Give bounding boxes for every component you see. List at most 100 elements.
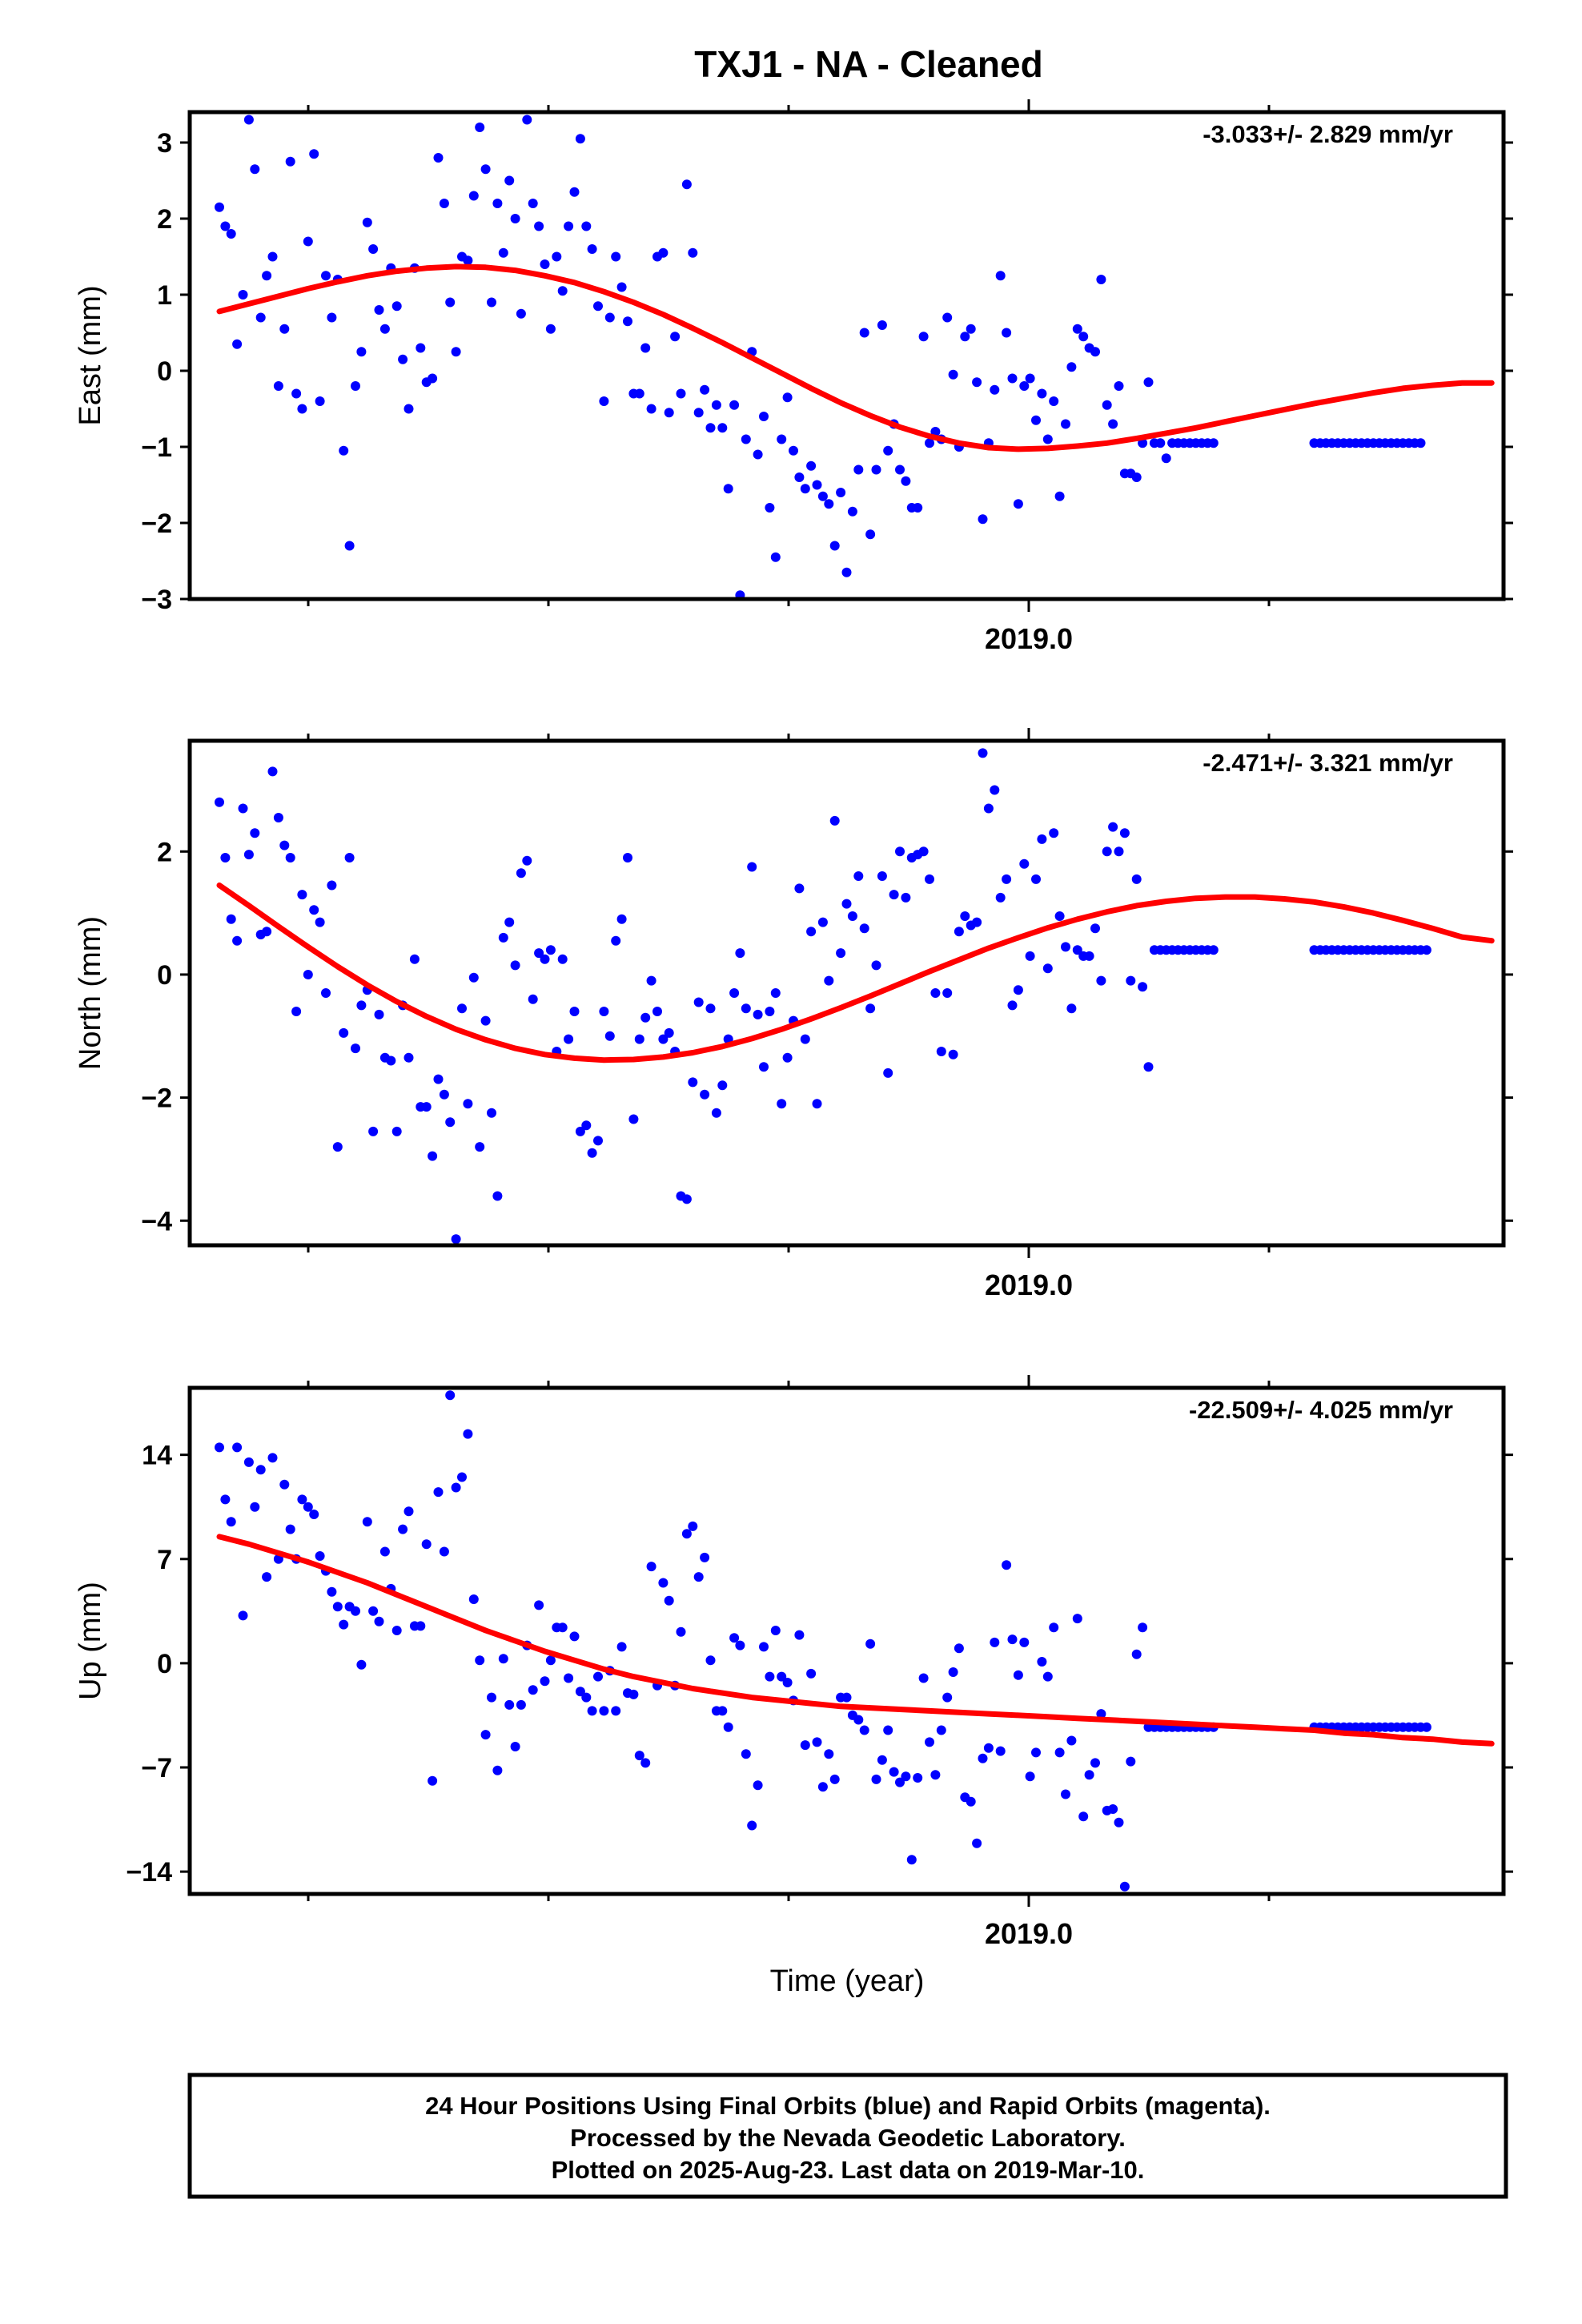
data-point	[391, 1126, 402, 1136]
data-point	[428, 373, 438, 384]
data-point	[344, 853, 355, 862]
data-point	[475, 123, 485, 132]
data-point	[1439, 0, 1449, 5]
data-point	[623, 853, 632, 862]
data-point	[889, 890, 899, 900]
data-point	[794, 883, 805, 894]
data-point	[498, 932, 508, 943]
data-point	[351, 381, 360, 391]
data-point	[930, 988, 941, 998]
data-point	[398, 1524, 408, 1534]
data-point	[232, 339, 243, 349]
data-point	[581, 1120, 592, 1131]
data-point	[930, 427, 941, 436]
data-point	[777, 434, 787, 444]
data-point	[439, 199, 449, 208]
data-point	[664, 408, 674, 418]
data-point	[262, 927, 272, 937]
data-point	[700, 1089, 710, 1100]
data-point	[504, 917, 515, 927]
data-point	[1007, 1634, 1018, 1645]
data-point	[1037, 834, 1047, 844]
data-point	[990, 785, 1000, 795]
data-point	[1464, 0, 1473, 5]
data-point	[829, 815, 840, 826]
data-point	[534, 1600, 544, 1610]
data-point	[226, 914, 236, 924]
data-point	[445, 1117, 456, 1128]
data-point	[327, 312, 337, 323]
data-point	[782, 392, 793, 403]
data-point	[794, 1630, 805, 1640]
plot-area	[215, 0, 1495, 599]
data-point	[765, 1671, 775, 1682]
data-point	[717, 1706, 728, 1716]
data-point	[877, 871, 887, 881]
data-point	[368, 244, 379, 254]
rate-label: -22.509+/- 4.025 mm/yr	[1189, 1396, 1453, 1424]
data-point	[386, 1055, 396, 1066]
data-point	[451, 1482, 461, 1493]
data-point	[1475, 0, 1484, 5]
data-point	[817, 491, 828, 501]
data-point	[948, 369, 958, 380]
data-point	[770, 988, 781, 998]
panel-2: −4 −2 0 2 2019.0 North (mm) -2.471+/- 3.321 mm…	[74, 0, 1513, 1301]
data-point	[255, 312, 266, 323]
data-point	[1464, 0, 1473, 5]
data-point	[616, 1642, 627, 1652]
data-point	[480, 164, 491, 175]
data-point	[379, 324, 390, 334]
data-point	[285, 853, 295, 862]
panel-frame	[187, 1385, 1506, 1896]
data-point	[303, 236, 313, 247]
data-point	[1042, 434, 1053, 444]
x-tick-label: 2019.0	[985, 1269, 1073, 1301]
data-point	[1025, 1771, 1035, 1782]
data-point	[1031, 874, 1041, 884]
data-point	[374, 305, 384, 315]
data-point	[948, 1667, 958, 1677]
data-point	[1061, 419, 1070, 429]
data-point	[428, 1775, 438, 1786]
data-point	[593, 1671, 603, 1682]
data-point	[404, 1052, 414, 1063]
data-point	[463, 1429, 473, 1439]
data-point	[978, 1753, 988, 1763]
data-point	[717, 423, 728, 433]
data-point	[487, 297, 496, 308]
data-point	[836, 488, 846, 497]
data-point	[569, 1007, 580, 1016]
data-point	[564, 1034, 574, 1044]
plot-area	[215, 1390, 1495, 1892]
data-point	[516, 308, 526, 319]
data-point	[859, 923, 869, 934]
data-point	[824, 975, 834, 986]
data-point	[599, 1706, 609, 1716]
data-point	[913, 1773, 923, 1783]
fit-line	[216, 883, 1495, 1063]
data-point	[516, 1699, 526, 1710]
data-point	[368, 1606, 379, 1616]
data-point	[557, 286, 568, 296]
data-point	[1421, 945, 1431, 955]
data-point	[1143, 1062, 1154, 1072]
y-tick-label: −4	[141, 1206, 172, 1236]
data-point	[1049, 396, 1059, 406]
data-point	[906, 1855, 917, 1865]
data-point	[416, 1621, 426, 1631]
y-tick-label: −3	[141, 585, 172, 615]
data-point	[409, 954, 420, 964]
data-point	[628, 1114, 639, 1124]
footer-line-1: 24 Hour Positions Using Final Orbits (bl…	[425, 2092, 1271, 2120]
data-point	[954, 1643, 964, 1654]
data-point	[475, 1142, 485, 1152]
data-point	[812, 1737, 822, 1747]
data-point	[468, 972, 479, 983]
data-point	[1031, 415, 1041, 425]
data-point	[1090, 347, 1100, 357]
fit-line	[216, 1534, 1495, 1747]
data-point	[681, 1194, 692, 1204]
data-point	[705, 1003, 716, 1014]
data-point	[759, 1642, 769, 1652]
